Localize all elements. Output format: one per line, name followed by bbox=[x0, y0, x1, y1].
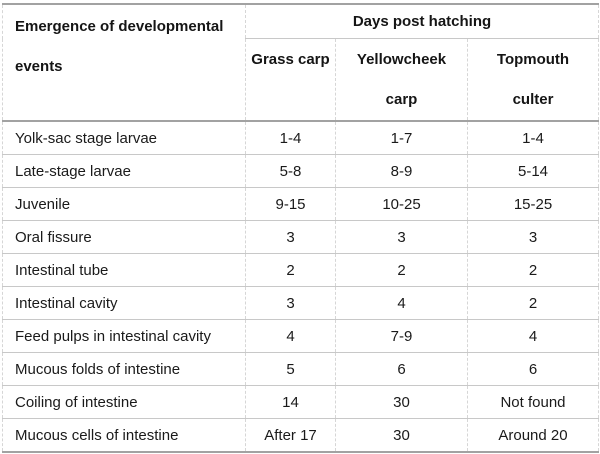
value-cell: 10-25 bbox=[335, 187, 468, 221]
table-row: Juvenile 9-15 10-25 15-25 bbox=[2, 187, 599, 221]
corner-header-line2: events bbox=[15, 58, 63, 75]
row-label-cell: Mucous cells of intestine bbox=[2, 418, 246, 452]
row-label-cell: Intestinal cavity bbox=[2, 286, 246, 320]
value-cell: Not found bbox=[467, 385, 599, 419]
value-cell: 5 bbox=[245, 352, 336, 386]
row-label-cell: Yolk-sac stage larvae bbox=[2, 120, 246, 155]
value-cell: 6 bbox=[335, 352, 468, 386]
value-cell: 3 bbox=[245, 286, 336, 320]
header-row-species: Grass carp Yellowcheek carp Topmouth cul… bbox=[3, 38, 599, 121]
value-cell: 14 bbox=[245, 385, 336, 419]
table-row: Intestinal tube 2 2 2 bbox=[2, 253, 599, 287]
value-cell: 3 bbox=[335, 220, 468, 254]
value-cell: 2 bbox=[467, 253, 599, 287]
value-cell: 1-4 bbox=[245, 120, 336, 155]
value-cell: 3 bbox=[467, 220, 599, 254]
value-cell: 2 bbox=[335, 253, 468, 287]
value-cell: 1-7 bbox=[335, 120, 468, 155]
column-header-line: Grass carp bbox=[251, 51, 330, 68]
column-header-line: culter bbox=[512, 91, 554, 108]
value-cell: 2 bbox=[245, 253, 336, 287]
table-row: Intestinal cavity 3 4 2 bbox=[2, 286, 599, 320]
value-cell: 2 bbox=[467, 286, 599, 320]
value-cell: 5-8 bbox=[245, 154, 336, 188]
table-row: Mucous folds of intestine 5 6 6 bbox=[2, 352, 599, 386]
header-row-top: Emergence of developmental events Days p… bbox=[2, 4, 599, 121]
value-cell: 5-14 bbox=[467, 154, 599, 188]
value-cell: 15-25 bbox=[467, 187, 599, 221]
value-cell: 3 bbox=[245, 220, 336, 254]
value-cell: 9-15 bbox=[245, 187, 336, 221]
value-cell: After 17 bbox=[245, 418, 336, 452]
value-cell: 30 bbox=[335, 418, 468, 452]
column-header-grass-carp: Grass carp bbox=[245, 38, 336, 121]
value-cell: 8-9 bbox=[335, 154, 468, 188]
value-cell: 30 bbox=[335, 385, 468, 419]
value-cell: 7-9 bbox=[335, 319, 468, 353]
value-cell: 1-4 bbox=[467, 120, 599, 155]
days-post-hatching-header: Days post hatching bbox=[245, 4, 599, 39]
column-header-topmouth-culter: Topmouth culter bbox=[467, 38, 599, 121]
value-cell: 4 bbox=[245, 319, 336, 353]
value-cell: 6 bbox=[467, 352, 599, 386]
table-body: Yolk-sac stage larvae 1-4 1-7 1-4 Late-s… bbox=[2, 120, 599, 452]
table-row: Feed pulps in intestinal cavity 4 7-9 4 bbox=[2, 319, 599, 353]
table-row: Late-stage larvae 5-8 8-9 5-14 bbox=[2, 154, 599, 188]
developmental-events-table: Emergence of developmental events Days p… bbox=[2, 3, 599, 453]
row-label-cell: Intestinal tube bbox=[2, 253, 246, 287]
table-row: Oral fissure 3 3 3 bbox=[2, 220, 599, 254]
value-cell: Around 20 bbox=[467, 418, 599, 452]
corner-header-cell: Emergence of developmental events bbox=[2, 4, 246, 121]
column-header-line: Yellowcheek bbox=[356, 51, 447, 68]
table-header: Emergence of developmental events Days p… bbox=[2, 4, 599, 121]
table-row: Yolk-sac stage larvae 1-4 1-7 1-4 bbox=[2, 120, 599, 155]
table-row: Coiling of intestine 14 30 Not found bbox=[2, 385, 599, 419]
column-header-line: Topmouth bbox=[496, 51, 570, 68]
row-label-cell: Mucous folds of intestine bbox=[2, 352, 246, 386]
corner-header-line1: Emergence of developmental bbox=[15, 18, 224, 35]
row-label-cell: Oral fissure bbox=[2, 220, 246, 254]
value-cell: 4 bbox=[335, 286, 468, 320]
row-label-cell: Juvenile bbox=[2, 187, 246, 221]
row-label-cell: Late-stage larvae bbox=[2, 154, 246, 188]
row-label-cell: Coiling of intestine bbox=[2, 385, 246, 419]
table-row: Mucous cells of intestine After 17 30 Ar… bbox=[2, 418, 599, 452]
row-label-cell: Feed pulps in intestinal cavity bbox=[2, 319, 246, 353]
column-header-yellowcheek-carp: Yellowcheek carp bbox=[335, 38, 468, 121]
column-header-line: carp bbox=[385, 91, 418, 108]
value-cell: 4 bbox=[467, 319, 599, 353]
